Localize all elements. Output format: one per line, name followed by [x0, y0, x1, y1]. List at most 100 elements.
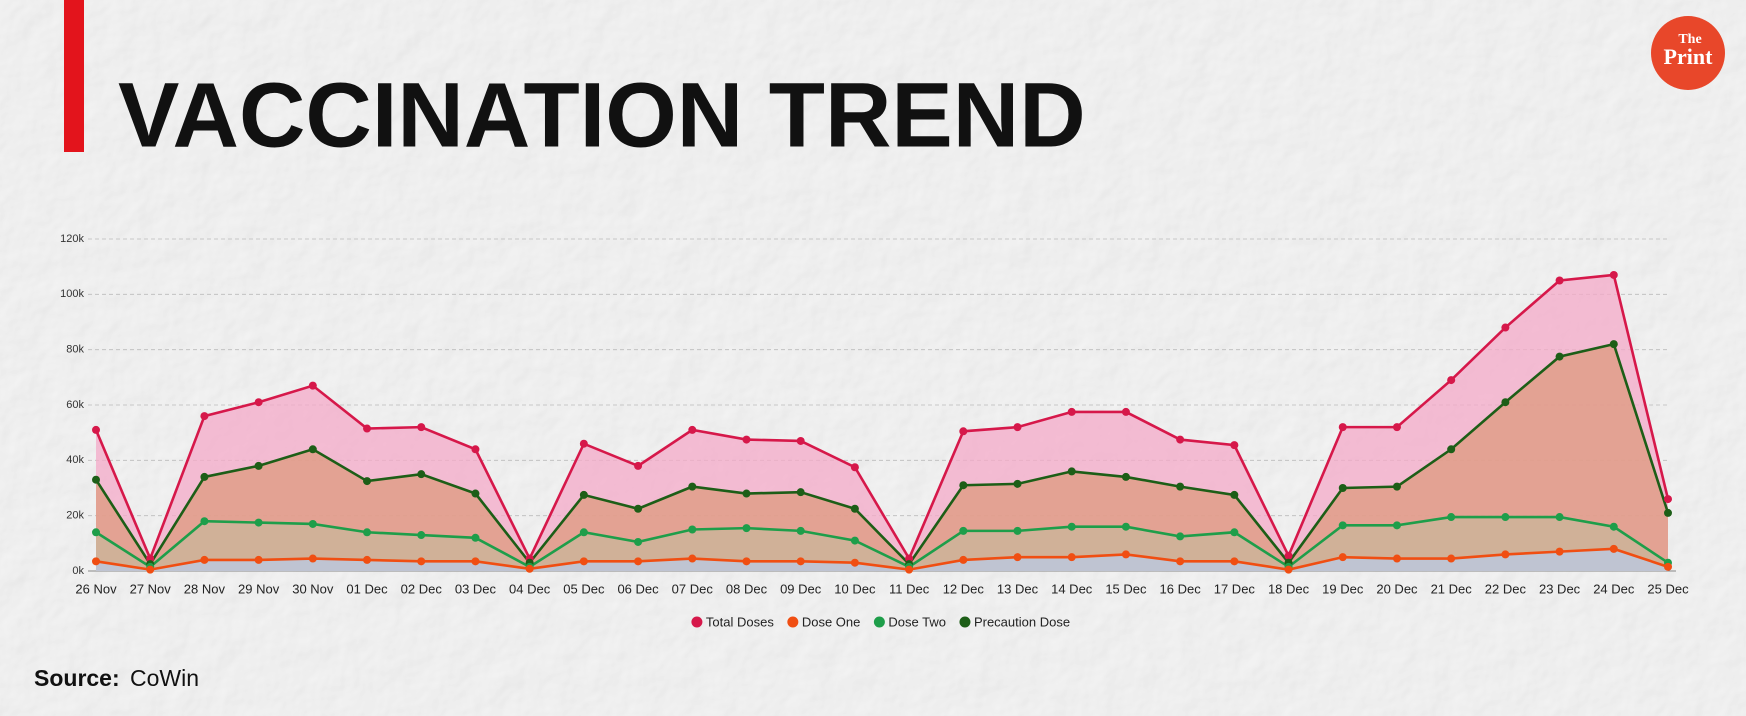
point — [959, 526, 968, 535]
x-tick-label: 19 Dec — [1322, 581, 1364, 596]
point — [308, 445, 317, 454]
y-tick-label: 20k — [66, 510, 84, 522]
point — [742, 435, 751, 444]
point — [471, 489, 480, 498]
x-tick-label: 17 Dec — [1214, 581, 1256, 596]
point — [308, 554, 317, 563]
point — [1176, 557, 1185, 566]
point — [1013, 553, 1022, 562]
legend-marker — [959, 616, 971, 628]
point — [1501, 398, 1510, 407]
point — [1609, 270, 1618, 279]
point — [634, 537, 643, 546]
point — [634, 461, 643, 470]
point — [1338, 553, 1347, 562]
point — [850, 558, 859, 567]
line — [94, 273, 1670, 563]
x-tick-label: 16 Dec — [1160, 581, 1202, 596]
x-tick-label: 02 Dec — [401, 581, 443, 596]
point — [1447, 513, 1456, 522]
point — [363, 424, 372, 433]
point — [688, 425, 697, 434]
point — [1067, 522, 1076, 531]
point — [1609, 340, 1618, 349]
x-tick-label: 05 Dec — [563, 581, 605, 596]
point — [796, 526, 805, 535]
source: CoWin — [130, 665, 199, 691]
point — [796, 557, 805, 566]
x-tick-label: 26 Nov — [75, 581, 117, 596]
point — [146, 565, 155, 574]
point — [200, 517, 209, 526]
point — [308, 519, 317, 528]
point — [1230, 557, 1239, 566]
point — [92, 475, 100, 484]
point — [905, 554, 914, 563]
point — [688, 554, 697, 563]
x-tick-label: 29 Nov — [238, 581, 280, 596]
point — [796, 488, 805, 497]
y-tick-label: 40k — [66, 454, 84, 466]
point — [471, 557, 480, 566]
y-tick-label: 0k — [72, 565, 84, 577]
point — [146, 554, 155, 563]
x-tick-label: 10 Dec — [834, 581, 876, 596]
point — [417, 423, 426, 432]
point — [634, 504, 643, 513]
x-tick-label: 12 Dec — [943, 581, 985, 596]
point — [742, 557, 751, 566]
point — [254, 398, 263, 407]
point — [1013, 526, 1022, 535]
x-tick-label: 14 Dec — [1051, 581, 1093, 596]
point — [1555, 352, 1564, 361]
point — [471, 533, 480, 542]
legend-marker — [691, 616, 703, 628]
point — [1121, 407, 1130, 416]
point — [850, 536, 859, 545]
x-tick-label: 27 Nov — [130, 581, 172, 596]
point — [579, 528, 588, 537]
point — [1338, 521, 1347, 530]
point — [525, 564, 534, 573]
x-tick-label: 24 Dec — [1593, 581, 1635, 596]
point — [254, 555, 263, 564]
point — [1555, 513, 1564, 522]
point — [1555, 276, 1564, 285]
point — [1447, 554, 1456, 563]
y-tick-label: 120k — [60, 233, 84, 245]
point — [417, 531, 426, 540]
y-tick-label: 80k — [66, 344, 84, 356]
point — [200, 472, 209, 481]
x-tick-label: 07 Dec — [672, 581, 714, 596]
x-tick-label: 04 Dec — [509, 581, 551, 596]
point — [1013, 423, 1022, 432]
point — [1013, 479, 1022, 488]
logo — [1651, 16, 1725, 90]
point — [688, 482, 697, 491]
x-tick-label: 28 Nov — [184, 581, 226, 596]
x-tick-label: 30 Nov — [292, 581, 334, 596]
point — [363, 555, 372, 564]
legend-marker — [873, 616, 885, 628]
point — [92, 528, 100, 537]
point — [1338, 423, 1347, 432]
point — [1121, 522, 1130, 531]
line — [95, 547, 1669, 571]
legend-label: Dose One — [802, 614, 861, 629]
point — [200, 412, 209, 421]
line — [94, 342, 1670, 567]
point — [850, 463, 859, 472]
point — [1447, 445, 1456, 454]
x-tick-label: 13 Dec — [997, 581, 1039, 596]
point — [1609, 544, 1618, 553]
legend-label: Total Doses — [706, 614, 774, 629]
x-tick-label: 09 Dec — [780, 581, 822, 596]
x-tick-label: 01 Dec — [346, 581, 388, 596]
area — [96, 548, 1668, 571]
point — [1392, 482, 1401, 491]
y-tick-label: 60k — [66, 399, 84, 411]
point — [417, 557, 426, 566]
point — [363, 477, 372, 486]
